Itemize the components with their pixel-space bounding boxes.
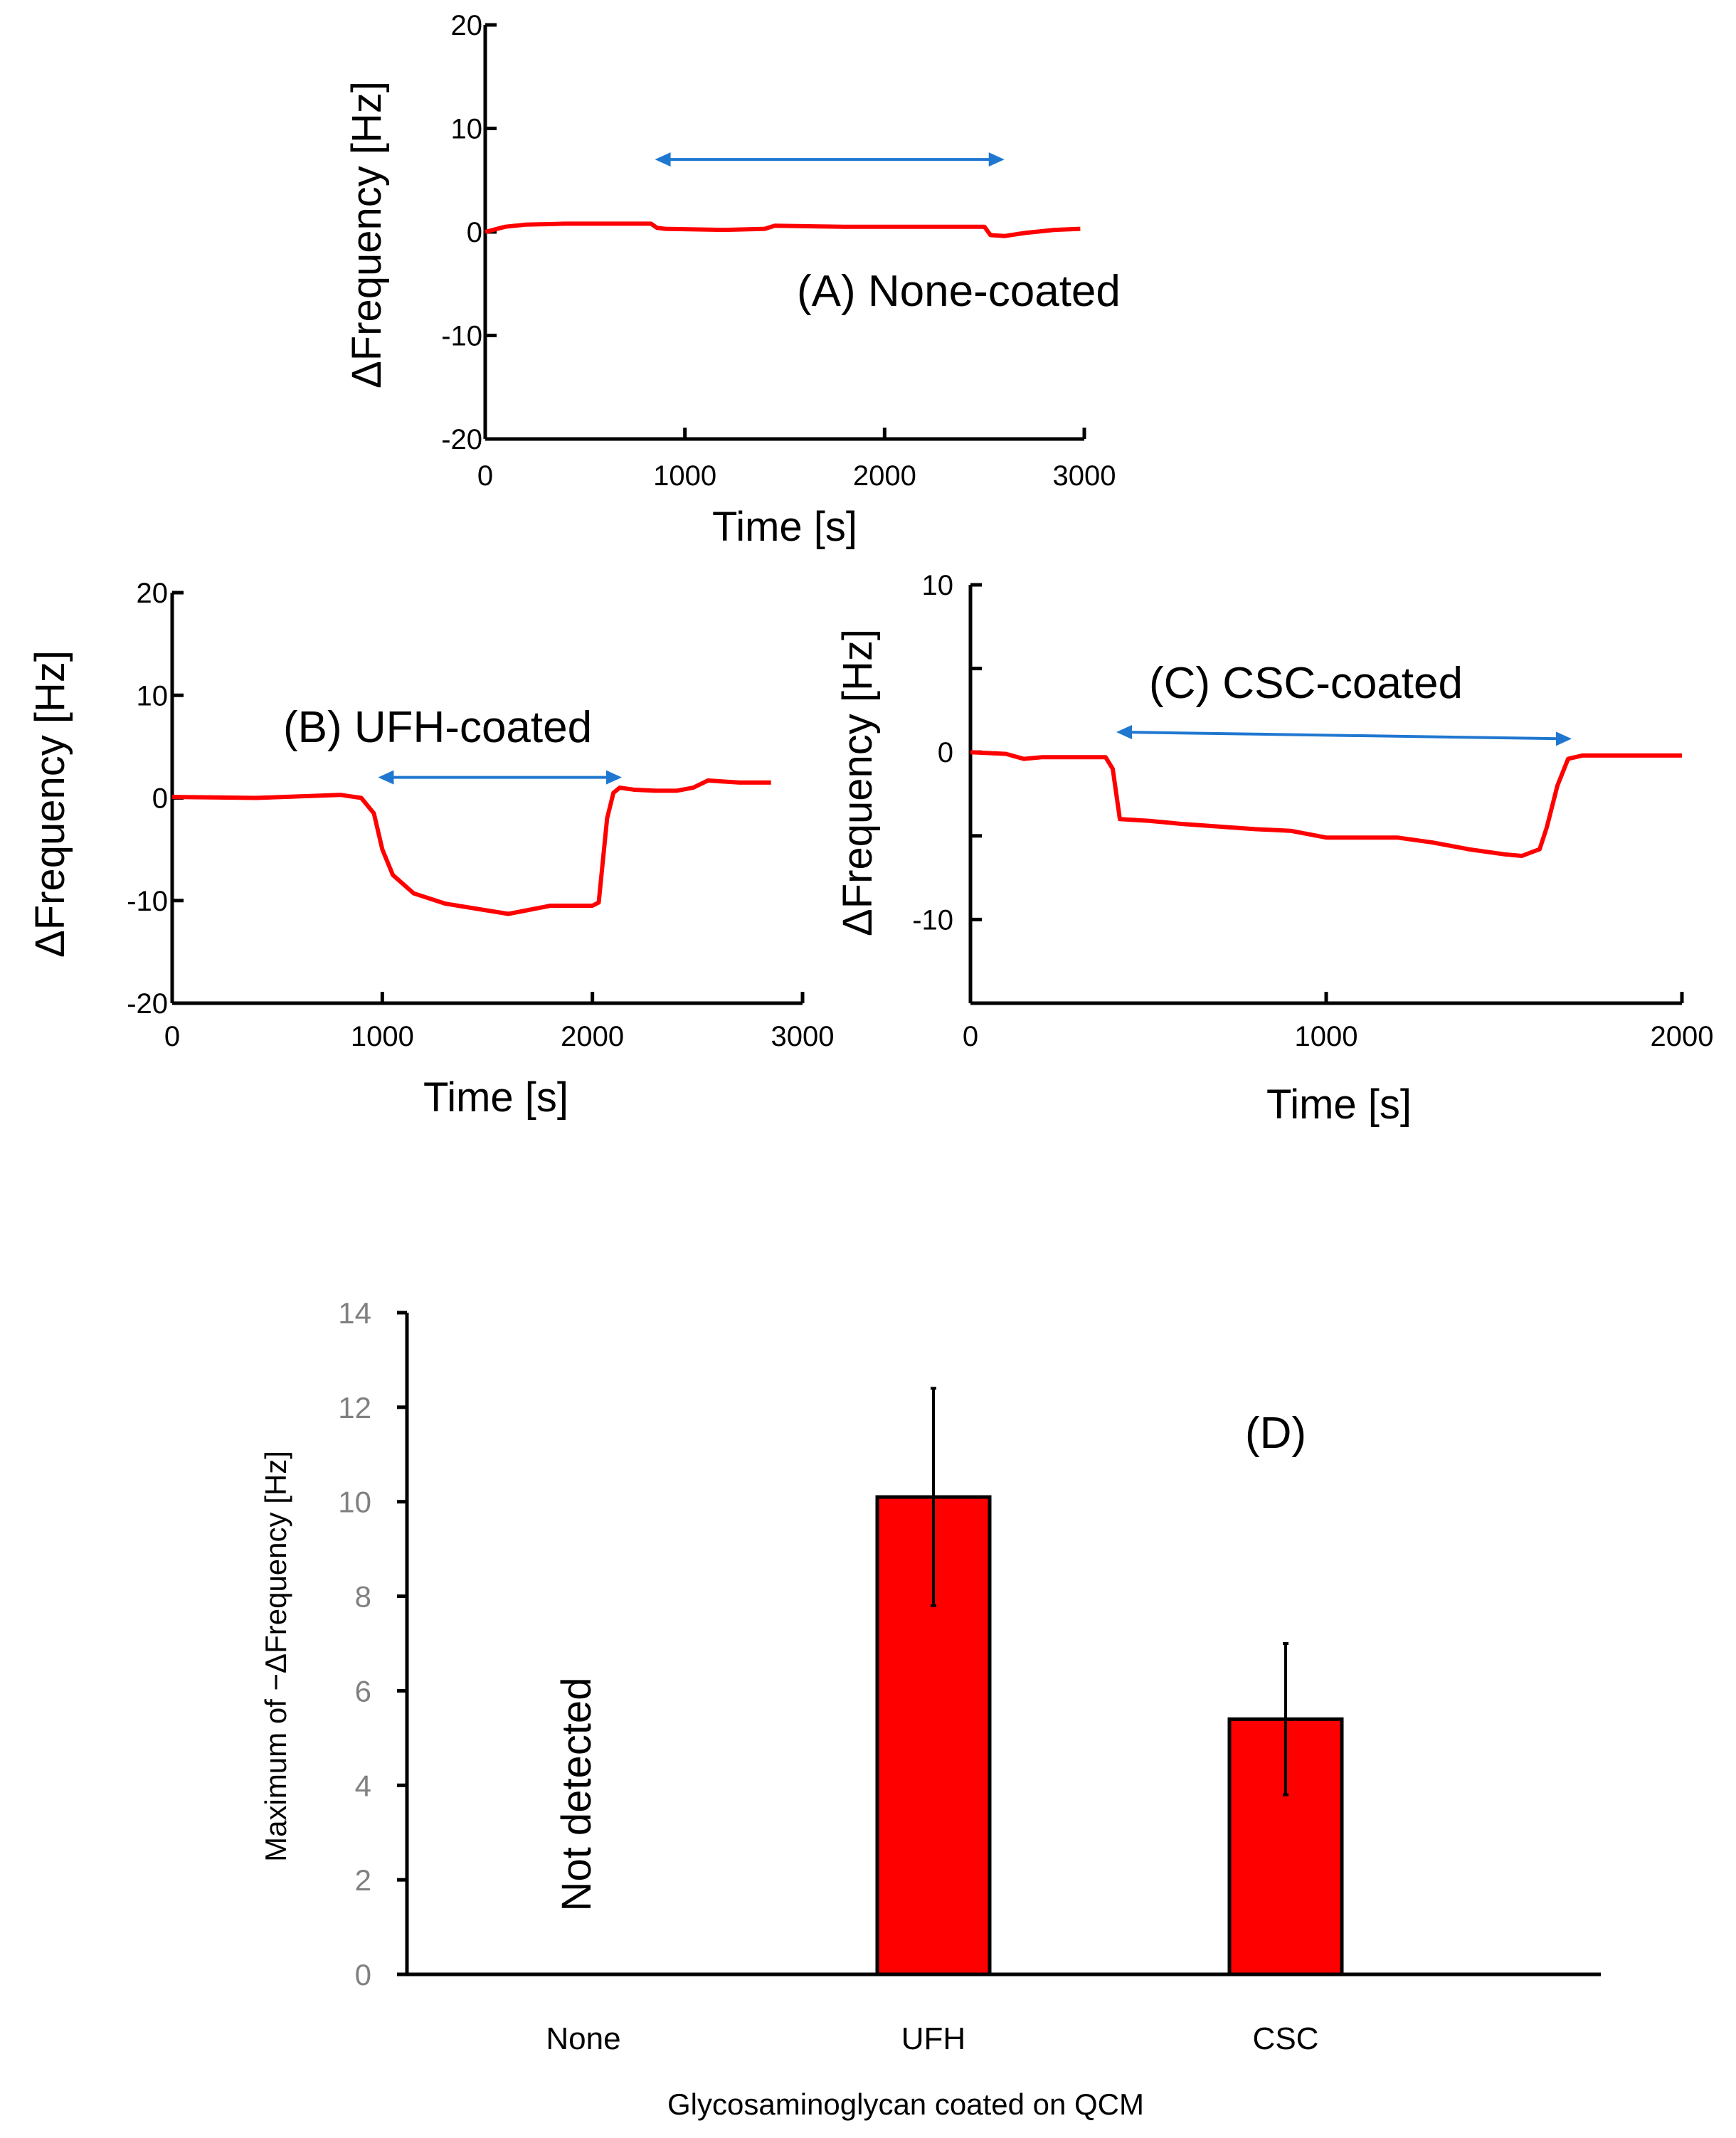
- category-label: None: [546, 2021, 620, 2056]
- y-tick-label: 0: [152, 783, 168, 815]
- y-tick-label: 20: [137, 578, 169, 609]
- x-tick-label: 0: [963, 1021, 978, 1052]
- y-tick-label: 20: [451, 10, 483, 41]
- category-label: CSC: [1253, 2021, 1319, 2056]
- x-tick-label: 2000: [561, 1021, 624, 1052]
- arrow-head-left: [378, 770, 394, 785]
- interval-arrow: [1123, 730, 1565, 741]
- x-axis-title: Time [s]: [712, 504, 857, 550]
- y-tick-label: 0: [355, 1958, 371, 1991]
- y-tick-label: 6: [355, 1674, 371, 1708]
- x-axis-title: Time [s]: [423, 1074, 568, 1121]
- arrow-head-left: [655, 152, 671, 167]
- x-tick-label: 3000: [1053, 460, 1116, 492]
- arrow-head-left: [1116, 724, 1132, 739]
- x-axis-title: Glycosaminoglycan coated on QCM: [667, 2087, 1144, 2121]
- y-axis-title: ΔFrequency [Hz]: [27, 650, 73, 958]
- chart-panel-d: 0 2 4 6 8 10 12 14 None UFH CSC Not detected (D) Glyc…: [259, 1296, 1601, 2121]
- chart-panel-c: 10 0 -10 0 1000 2000 Time [s] ΔFrequency [Hz] (C…: [835, 570, 1713, 1128]
- panel-label: (A) None-coated: [797, 267, 1121, 316]
- arrow-head-right: [988, 152, 1005, 167]
- y-tick-label: 4: [355, 1769, 371, 1802]
- arrow-head-right: [606, 770, 623, 785]
- chart-panel-a: 20 10 0 -10 -20 0 1000 2000 3000 Time [s] ΔFrequen…: [344, 10, 1121, 550]
- y-axis-title: Maximum of −ΔFrequency [Hz]: [259, 1451, 292, 1862]
- y-tick-label: 10: [137, 680, 169, 711]
- y-tick-label: -20: [441, 424, 482, 455]
- y-tick-label: 0: [938, 737, 953, 768]
- x-tick-label: 1000: [653, 460, 716, 492]
- x-tick-label: 0: [477, 460, 493, 492]
- y-tick-label: 14: [338, 1296, 371, 1330]
- category-label: UFH: [901, 2021, 965, 2056]
- y-tick-label: -10: [127, 886, 168, 917]
- series-line: [171, 778, 771, 916]
- x-tick-label: 1000: [351, 1021, 414, 1052]
- y-tick-label: -20: [127, 988, 168, 1020]
- y-tick-label: -10: [912, 904, 953, 936]
- y-tick-label: -10: [441, 321, 482, 352]
- y-tick-label: 2: [355, 1863, 371, 1897]
- y-tick-label: 10: [451, 114, 483, 145]
- x-tick-label: 1000: [1295, 1021, 1358, 1052]
- panel-label: (C) CSC-coated: [1149, 659, 1463, 708]
- y-tick-label: 10: [338, 1486, 371, 1519]
- series-line: [485, 221, 1081, 238]
- y-tick-label: 10: [922, 570, 954, 601]
- arrow-head-right: [1556, 731, 1572, 746]
- y-tick-label: 8: [355, 1580, 371, 1614]
- y-tick-label: 12: [338, 1391, 371, 1424]
- x-tick-label: 0: [164, 1021, 180, 1052]
- y-axis-title: ΔFrequency [Hz]: [344, 81, 390, 388]
- x-axis-title: Time [s]: [1266, 1081, 1412, 1128]
- panel-label: (B) UFH-coated: [283, 703, 592, 752]
- not-detected-annotation: Not detected: [554, 1678, 600, 1912]
- y-axis-title: ΔFrequency [Hz]: [835, 629, 881, 936]
- series-line: [970, 750, 1682, 858]
- x-tick-label: 2000: [1651, 1021, 1714, 1052]
- y-tick-label: 0: [467, 217, 482, 248]
- x-tick-label: 3000: [771, 1021, 835, 1052]
- panel-label: (D): [1245, 1409, 1306, 1458]
- x-tick-label: 2000: [853, 460, 916, 492]
